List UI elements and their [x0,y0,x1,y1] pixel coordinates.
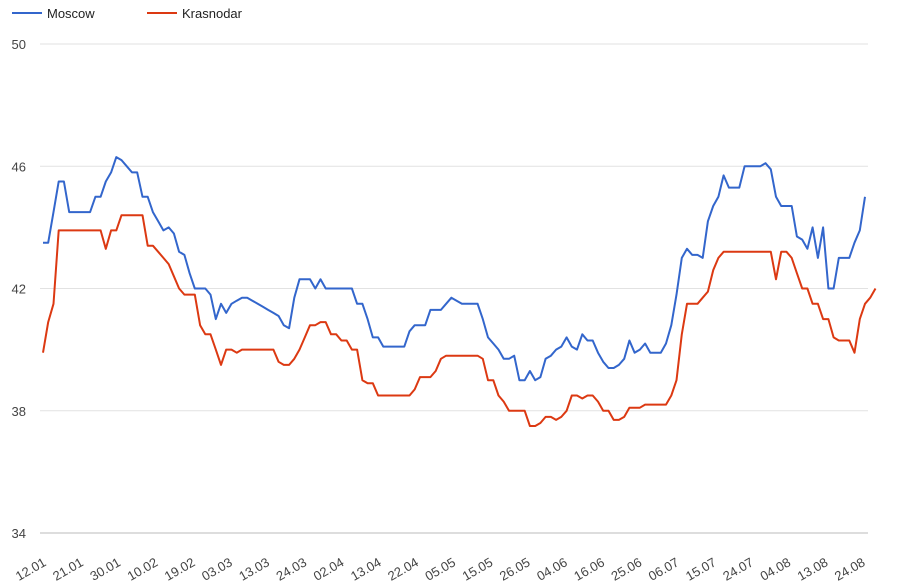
x-tick-label: 24.03 [273,554,309,583]
x-tick-label: 25.06 [609,554,645,583]
x-tick-label: 22.04 [385,554,421,583]
x-tick-label: 13.03 [236,554,272,583]
gridlines [40,43,868,534]
legend-item-krasnodar[interactable]: Krasnodar [147,6,243,21]
x-axis-ticks: 12.01 21.01 30.01 10.02 19.02 03.03 13.03 24.03… [13,554,868,583]
chart-legend[interactable]: Moscow Krasnodar [12,6,243,21]
series-line-moscow[interactable] [43,156,866,382]
series-line-krasnodar[interactable] [42,214,877,427]
x-tick-label: 13.04 [348,554,384,583]
x-tick-label: 24.07 [720,554,756,583]
x-tick-label: 16.06 [571,554,607,583]
y-tick-label: 38 [12,404,26,419]
y-tick-label: 42 [12,282,26,297]
x-tick-label: 13.08 [795,554,831,583]
x-tick-label: 15.07 [683,554,719,583]
x-tick-label: 05.05 [422,554,458,583]
legend-label-krasnodar: Krasnodar [182,6,243,21]
legend-item-moscow[interactable]: Moscow [12,6,95,21]
x-tick-label: 04.08 [757,554,793,583]
x-tick-label: 26.05 [497,554,533,583]
x-tick-label: 10.02 [125,554,161,583]
x-tick-label: 15.05 [460,554,496,583]
x-tick-label: 24.08 [832,554,868,583]
series-lines [42,156,877,427]
y-tick-label: 50 [12,37,26,52]
x-tick-label: 19.02 [162,554,198,583]
y-tick-label: 46 [12,159,26,174]
x-tick-label: 04.06 [534,554,570,583]
x-tick-label: 03.03 [199,554,235,583]
x-tick-label: 21.01 [50,554,86,583]
x-tick-label: 12.01 [13,554,49,583]
y-axis-ticks: 34 38 42 46 50 [12,37,26,541]
x-tick-label: 30.01 [87,554,123,583]
legend-label-moscow: Moscow [47,6,95,21]
x-tick-label: 06.07 [646,554,682,583]
y-tick-label: 34 [12,526,26,541]
x-tick-label: 02.04 [311,554,347,583]
